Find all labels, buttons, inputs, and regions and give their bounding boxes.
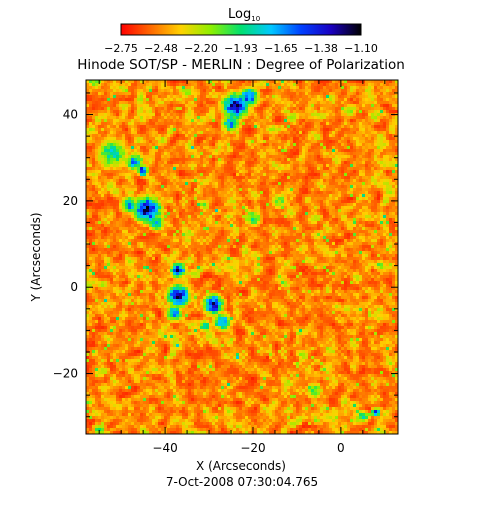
heatmap-image (86, 80, 398, 434)
x-axis-label: X (Arcseconds) (196, 459, 286, 473)
y-tick-label: 0 (70, 280, 78, 294)
y-axis-label: Y (Arcseconds) (29, 212, 43, 302)
colorbar-tick-label: −1.65 (264, 42, 298, 55)
axis-ticks (86, 80, 398, 434)
y-tick-label: 40 (63, 108, 78, 122)
x-tick-label: −20 (240, 441, 265, 455)
y-tick-label: −20 (53, 367, 78, 381)
colorbar-tick-label: −1.93 (224, 42, 258, 55)
colorbar-tick-label: −1.10 (344, 42, 378, 55)
timestamp: 7-Oct-2008 07:30:04.765 (166, 475, 318, 489)
colorbar-tick-label: −2.75 (104, 42, 138, 55)
colorbar-tick-labels: −2.75 −2.48 −2.20 −1.93 −1.65 −1.38 −1.10 (104, 42, 378, 55)
x-tick-label: −40 (152, 441, 177, 455)
plot-frame (85, 79, 399, 435)
y-tick-label: 20 (63, 194, 78, 208)
chart-title: Hinode SOT/SP - MERLIN : Degree of Polar… (77, 57, 405, 73)
colorbar-tick-label: −2.48 (144, 42, 178, 55)
colorbar-tick-label: −2.20 (184, 42, 218, 55)
colorbar-label: Log10 (228, 7, 260, 23)
colorbar-tick-label: −1.38 (304, 42, 338, 55)
colorbar (120, 23, 362, 36)
tick-labels: −40 −20 0 −20 0 20 40 (53, 108, 345, 455)
x-tick-label: 0 (337, 441, 345, 455)
